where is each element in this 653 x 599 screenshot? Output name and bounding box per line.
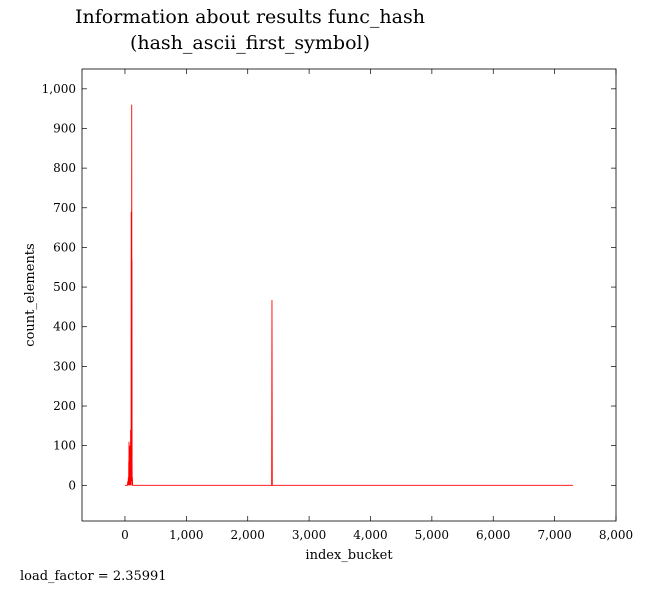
y-tick-label: 900 — [53, 121, 76, 135]
x-tick-label: 2,000 — [231, 528, 265, 542]
y-tick-label: 100 — [53, 439, 76, 453]
x-tick-label: 7,000 — [537, 528, 571, 542]
x-tick-label: 0 — [121, 528, 129, 542]
x-tick-label: 4,000 — [353, 528, 387, 542]
y-tick-label: 600 — [53, 240, 76, 254]
y-tick-label: 700 — [53, 201, 76, 215]
x-axis-label: index_bucket — [305, 548, 393, 563]
y-axis-label: count_elements — [23, 243, 38, 346]
y-tick-label: 400 — [53, 320, 76, 334]
y-tick-label: 300 — [53, 359, 76, 373]
series-group — [124, 104, 574, 486]
axis-ticks: 0 1,000 2,000 3,000 4,000 5,000 6,000 7,000 8,00… — [42, 69, 633, 542]
load-factor-text: load_factor = 2.35991 — [20, 569, 167, 584]
series-line — [124, 104, 574, 486]
chart-subtitle: (hash_ascii_first_symbol) — [129, 32, 371, 54]
y-tick-label: 500 — [53, 280, 76, 294]
y-tick-label: 200 — [53, 399, 76, 413]
x-tick-label: 3,000 — [292, 528, 326, 542]
x-tick-label: 6,000 — [476, 528, 510, 542]
y-tick-label: 1,000 — [42, 82, 76, 96]
y-tick-label: 0 — [68, 478, 76, 492]
x-tick-label: 1,000 — [169, 528, 203, 542]
x-tick-label: 5,000 — [415, 528, 449, 542]
plot-area-frame — [81, 68, 617, 522]
x-tick-label: 8,000 — [599, 528, 633, 542]
y-tick-label: 800 — [53, 161, 76, 175]
chart-title: Information about results func_hash — [75, 6, 425, 28]
